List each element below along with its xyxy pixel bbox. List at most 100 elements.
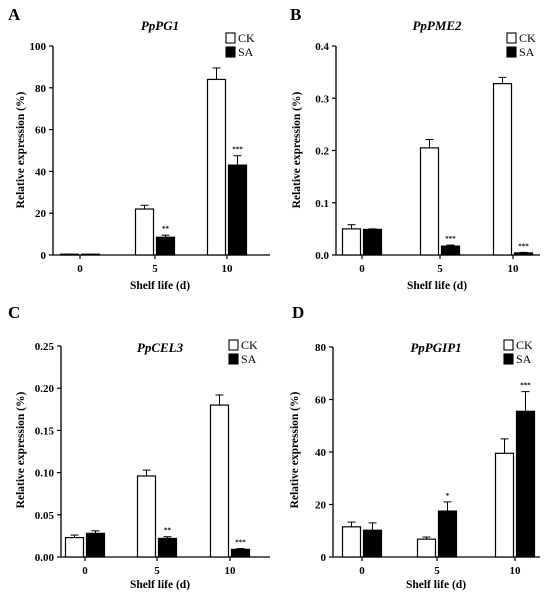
x-tick-label: 0: [77, 263, 83, 275]
x-tick-label: 10: [508, 263, 520, 275]
bar-sa-10: [230, 548, 251, 558]
significance-label: ***: [518, 242, 529, 250]
bar-sa-10: [515, 410, 536, 558]
panel-c-letter: C: [8, 303, 20, 322]
legend-label-ck: CK: [241, 338, 258, 352]
legend-label-sa: SA: [238, 45, 254, 59]
y-tick-label: 0.15: [35, 425, 55, 437]
y-tick-label: 0.3: [315, 93, 329, 105]
legend-swatch-sa: [228, 353, 239, 365]
y-tick-label: 0.00: [35, 552, 55, 564]
x-tick-label: 0: [82, 565, 88, 577]
legend-label-ck: CK: [238, 31, 255, 45]
panel-a-title: PpPG1: [141, 18, 179, 33]
bar-ck-0: [341, 228, 362, 256]
y-tick-label: 80: [35, 83, 47, 95]
significance-label: **: [162, 225, 170, 233]
bar-ck-5: [419, 147, 440, 256]
panel-d-xlabel: Shelf life (d): [406, 579, 466, 591]
legend-swatch-sa: [225, 46, 236, 58]
bar-ck-10: [494, 452, 515, 558]
y-tick-label: 0.20: [35, 383, 55, 395]
panel-c-ylabel: Relative expression (%): [15, 391, 27, 508]
x-tick-label: 10: [510, 565, 522, 577]
panel-b-letter: B: [290, 5, 301, 24]
y-tick-label: 20: [315, 500, 327, 512]
y-tick-label: 0.10: [35, 468, 55, 480]
bar-sa-5: [440, 245, 461, 256]
bar-sa-5: [437, 510, 458, 558]
y-tick-label: 0.1: [315, 198, 329, 210]
bar-sa-10: [513, 252, 534, 256]
bar-sa-0: [362, 529, 383, 558]
legend-label-sa: SA: [241, 352, 257, 366]
bar-ck-5: [136, 475, 157, 558]
y-tick-label: 0.0: [315, 250, 329, 262]
significance-label: ***: [445, 235, 456, 243]
y-tick-label: 0.2: [315, 146, 329, 158]
bar-sa-5: [157, 537, 178, 558]
panel-a-ylabel: Relative expression (%): [15, 91, 27, 208]
significance-label: *: [446, 492, 450, 500]
legend-swatch-ck: [228, 339, 239, 351]
bar-ck-0: [341, 526, 362, 558]
panel-d-letter: D: [292, 303, 304, 322]
x-tick-label: 10: [225, 565, 237, 577]
x-tick-label: 10: [222, 263, 234, 275]
y-tick-label: 60: [35, 125, 47, 137]
x-tick-label: 5: [437, 263, 443, 275]
bar-ck-10: [206, 78, 227, 256]
x-tick-label: 0: [359, 263, 365, 275]
x-tick-label: 5: [154, 565, 160, 577]
y-tick-label: 40: [35, 166, 47, 178]
significance-label: ***: [520, 382, 531, 390]
bar-ck-5: [134, 208, 155, 256]
legend-swatch-ck: [225, 32, 236, 44]
panel-a-xlabel: Shelf life (d): [130, 280, 190, 292]
bar-ck-5: [416, 538, 437, 558]
panel-b-ylabel: Relative expression (%): [291, 91, 303, 208]
legend-swatch-sa: [503, 353, 514, 365]
y-tick-label: 0.4: [315, 41, 329, 53]
legend-label-ck: CK: [516, 338, 533, 352]
bar-ck-10: [492, 83, 513, 256]
legend-swatch-sa: [506, 46, 517, 58]
panel-d-title: PpPGIP1: [410, 340, 461, 355]
panel-c-title: PpCEL3: [137, 340, 184, 355]
bar-ck-10: [209, 404, 230, 558]
y-tick-label: 20: [35, 208, 47, 220]
x-tick-label: 5: [434, 565, 440, 577]
x-tick-label: 5: [152, 263, 158, 275]
panel-d-ylabel: Relative expression (%): [289, 391, 301, 508]
panel-c: C PpCEL3 0.000.050.100.150.200.250 5 10***…: [8, 303, 270, 591]
legend-label-ck: CK: [519, 31, 536, 45]
y-tick-label: 40: [315, 447, 327, 459]
x-tick-label: 0: [359, 565, 365, 577]
y-tick-label: 0: [321, 552, 327, 564]
y-tick-label: 0.25: [35, 341, 55, 353]
legend-label-sa: SA: [516, 352, 532, 366]
significance-label: ***: [232, 146, 243, 154]
y-tick-label: 60: [315, 395, 327, 407]
bar-sa-0: [362, 228, 383, 256]
legend-swatch-ck: [506, 32, 517, 44]
panel-c-xlabel: Shelf life (d): [130, 579, 190, 591]
significance-label: ***: [235, 539, 246, 547]
bar-sa-5: [155, 236, 176, 256]
y-tick-label: 0: [41, 250, 47, 262]
y-tick-label: 100: [30, 41, 47, 53]
y-tick-label: 80: [315, 342, 327, 354]
panel-a-letter: A: [8, 5, 21, 24]
panel-b-title: PpPME2: [412, 18, 462, 33]
bar-ck-0: [64, 536, 85, 558]
legend-label-sa: SA: [519, 45, 535, 59]
bar-sa-0: [85, 532, 106, 558]
